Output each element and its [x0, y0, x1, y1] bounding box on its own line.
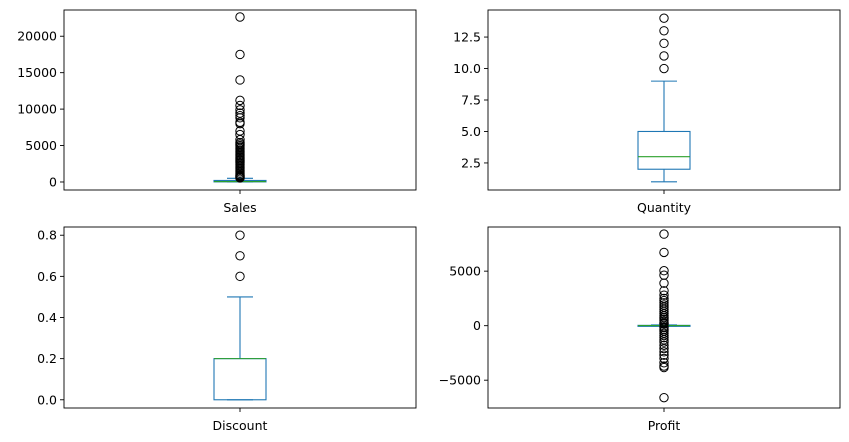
outlier-point [659, 392, 669, 403]
outlier-point [659, 358, 669, 368]
outlier-point [235, 100, 245, 111]
outlier-point [659, 247, 669, 258]
y-tick-label: 2.5 [461, 155, 481, 170]
y-tick-label: 5000 [449, 264, 481, 279]
y-tick-label: 10.0 [453, 61, 481, 76]
y-tick-label: 0.6 [37, 269, 57, 284]
y-tick-label: 5.0 [461, 124, 481, 139]
outlier-point [235, 113, 245, 123]
outlier-point [235, 95, 245, 106]
y-tick-label: 0.4 [37, 310, 57, 325]
outlier-point [659, 343, 669, 354]
box-iqr [213, 358, 267, 401]
outlier-point [659, 353, 669, 364]
outlier-point [659, 51, 669, 61]
y-tick-label: 7.5 [461, 93, 481, 108]
outlier-point [659, 290, 669, 300]
y-tick-label: 15000 [17, 65, 57, 80]
x-category-label: Quantity [637, 200, 692, 215]
y-tick-label: 12.5 [453, 30, 481, 45]
outlier-point [235, 251, 245, 261]
outlier-point [235, 49, 245, 60]
y-tick-label: 0.2 [37, 351, 57, 366]
outlier-point [659, 362, 669, 373]
outlier-point [659, 229, 669, 239]
y-tick-label: −5000 [439, 373, 481, 388]
outlier-point [659, 330, 669, 341]
subplot-profit: −5000 0 5000 Profit [439, 226, 841, 433]
outlier-point [659, 337, 669, 347]
outlier-point [659, 278, 669, 288]
outlier-point [659, 286, 669, 296]
subplot-discount: 0.0 0.2 0.4 0.6 0.8 Discount [37, 226, 417, 433]
y-tick-label: 20000 [17, 29, 57, 44]
outlier-point [659, 266, 669, 276]
y-tick-label: 10000 [17, 102, 57, 117]
outlier-point [659, 350, 669, 360]
outlier-point [235, 75, 245, 85]
outlier-point [235, 12, 245, 22]
outlier-point [659, 340, 669, 351]
outlier-point [235, 173, 245, 183]
subplot-quantity: 2.5 5.0 7.5 10.0 12.5 Quantity [453, 9, 841, 215]
y-tick-label: 0.8 [37, 228, 57, 243]
y-tick-label: 0 [473, 318, 481, 333]
outlier-point [659, 332, 669, 343]
outlier-point [235, 271, 245, 282]
outlier-point [659, 347, 669, 357]
outlier-point [235, 118, 245, 129]
outlier-point [659, 63, 669, 74]
x-category-label: Profit [648, 418, 681, 433]
x-category-label: Sales [223, 200, 256, 215]
outlier-point [235, 108, 245, 118]
y-tick-label: 5000 [25, 138, 57, 153]
outlier-point [659, 13, 669, 23]
subplot-sales: 0 5000 10000 15000 20000 Sales [17, 9, 417, 215]
outlier-point [659, 38, 669, 49]
outlier-point [659, 306, 669, 317]
x-category-label: Discount [213, 418, 268, 433]
box-iqr [637, 130, 691, 170]
outlier-point [659, 26, 669, 36]
outlier-point [235, 230, 245, 240]
y-tick-label: 0 [49, 174, 57, 189]
outlier-point [659, 319, 669, 329]
y-tick-label: 0.0 [37, 392, 57, 407]
